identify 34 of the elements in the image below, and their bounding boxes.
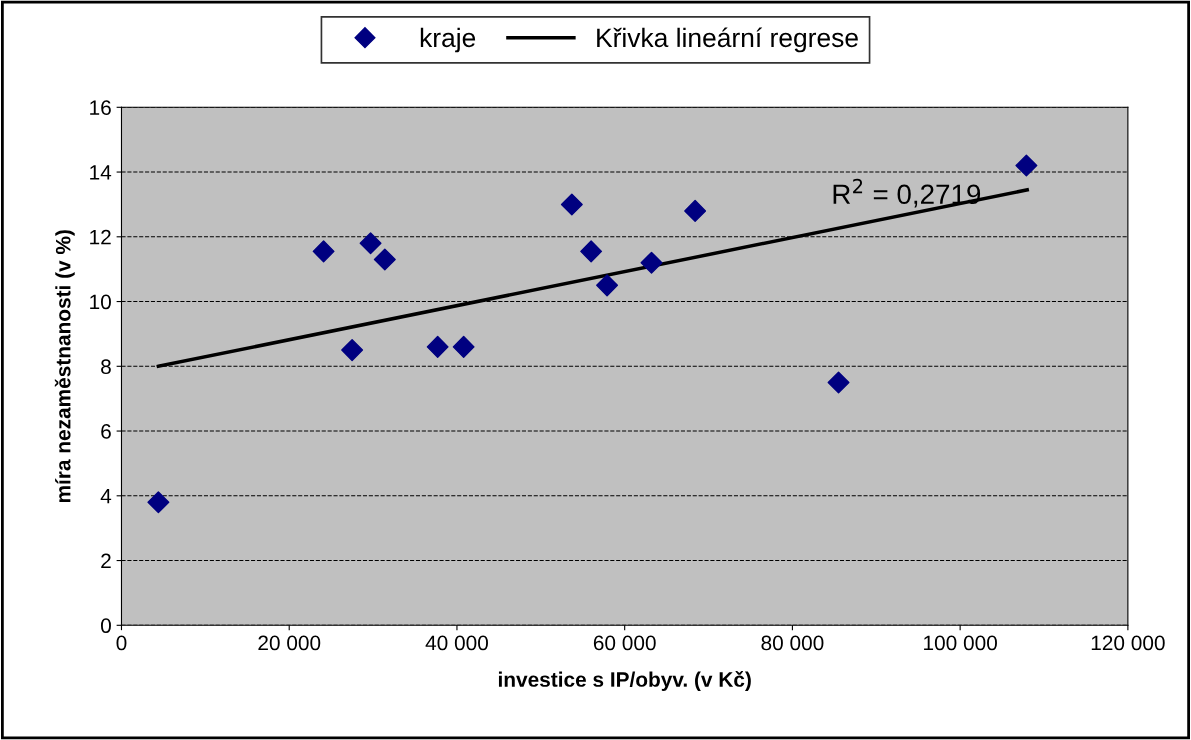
y-tick-label: 10 [90, 294, 111, 310]
x-tick-label: 0 [116, 635, 127, 651]
point [452, 335, 475, 358]
y-tick-label: 12 [90, 229, 111, 245]
point [580, 240, 603, 263]
y-tick-label: 4 [100, 489, 112, 504]
legend-label: kraje [420, 27, 476, 53]
point [560, 193, 583, 216]
point [1015, 154, 1038, 177]
x-tick-label: 100 000 [924, 635, 997, 651]
point [359, 232, 382, 255]
x-tick-label: 80 000 [761, 635, 824, 651]
x-tick-label: 60 000 [593, 635, 656, 651]
y-axis-title: míra nezaměstnanosti (v %) [54, 230, 75, 503]
point [827, 371, 850, 394]
legend-label: Křivka lineární regrese [597, 27, 858, 53]
point [373, 248, 396, 271]
point [640, 251, 663, 274]
y-tick-label: 0 [100, 618, 111, 634]
y-tick-label: 14 [90, 165, 112, 180]
x-tick-label: 20 000 [258, 635, 321, 651]
x-axis-title: investice s IP/obyv. (v Kč) [498, 671, 751, 691]
point [147, 491, 170, 514]
x-tick-label: 40 000 [425, 635, 488, 651]
point [684, 199, 707, 222]
y-tick-label: 6 [101, 424, 111, 439]
y-tick-label: 8 [101, 359, 111, 375]
point [426, 335, 449, 358]
y-tick-label: 16 [90, 100, 111, 116]
y-tick-label: 2 [101, 553, 111, 569]
point [312, 240, 335, 263]
x-tick-label: 120 000 [1091, 635, 1165, 651]
point [596, 274, 619, 297]
point [341, 339, 364, 362]
